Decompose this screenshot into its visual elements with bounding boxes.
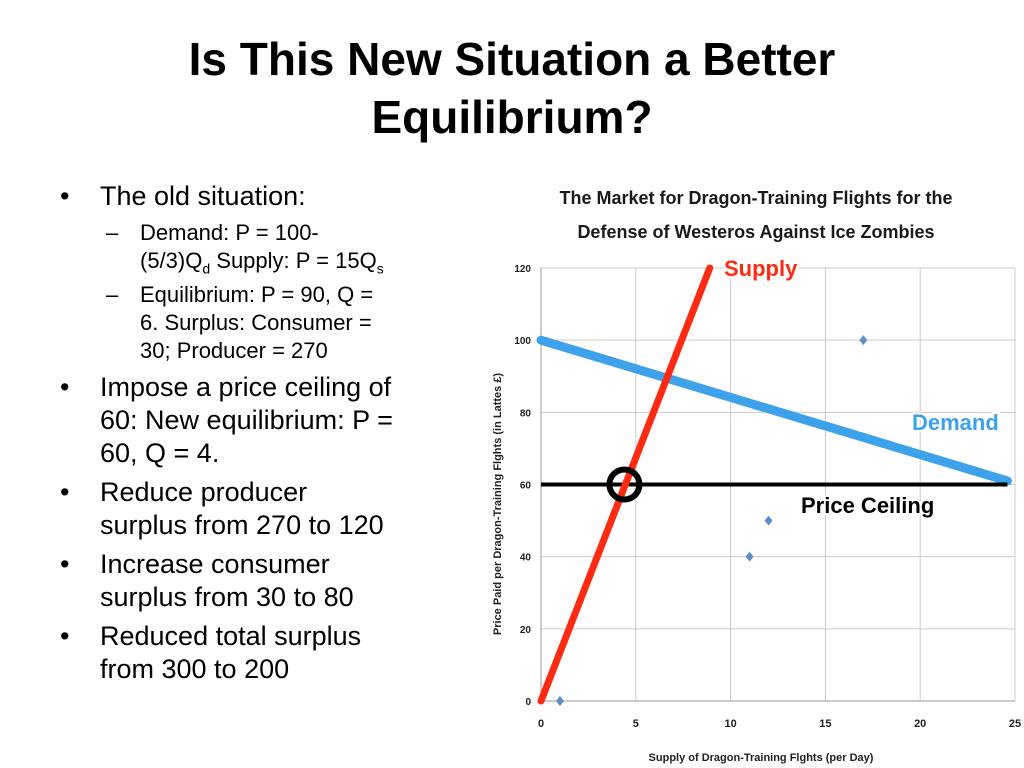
scatter-point [745,551,754,562]
x-tick-label: 20 [914,718,926,730]
y-tick-label: 60 [520,481,532,492]
bullet-line: Reduced total surplus [100,621,362,651]
chart-title-line1: The Market for Dragon-Training Flights f… [559,188,952,208]
scatter-point [859,335,868,346]
sub-bullet-dash: – [106,282,119,307]
bullet-line: 60: New equilibrium: P = [100,405,393,435]
demand-label: Demand [912,410,999,435]
y-tick-label: 120 [514,264,531,275]
series-line-demand [536,335,1012,486]
y-tick-label: 20 [520,625,532,636]
sub-bullet-line: 30; Producer = 270 [140,338,328,363]
x-tick-label: 15 [819,718,831,730]
sub-bullet-dash: – [106,220,119,245]
chart-ticks: 0 5 10 15 20 25 0 20 40 60 80 100 120 [514,264,1021,730]
market-chart: The Market for Dragon-Training Flights f… [492,188,1021,764]
y-axis-label: Price Paid per Dragon-Training Flghts (i… [492,373,504,636]
chart-labels: Supply Demand Price Ceiling [722,254,1001,520]
bullet-dot: • [60,549,70,579]
bullet-line: surplus from 270 to 120 [100,510,384,540]
x-tick-label: 5 [633,718,639,730]
chart-series [536,264,1012,705]
bullet-dot: • [60,181,70,211]
chart-scatter [555,335,868,706]
x-axis-label: Supply of Dragon-Training Flghts (per Da… [649,752,874,764]
bullet-consumer-surplus: • Increase consumer surplus from 30 to 8… [60,548,460,614]
demand-eq-text: (5/3)Q [140,248,203,273]
subscript-d: d [202,260,211,277]
bullet-price-ceiling: • Impose a price ceiling of 60: New equi… [60,371,460,470]
x-tick-label: 10 [724,718,736,730]
bullet-line: Impose a price ceiling of [100,372,392,402]
supply-eq-text: Supply: P = 15Q [210,248,377,273]
bullet-producer-surplus: • Reduce producer surplus from 270 to 12… [60,476,460,542]
bullet-text: The old situation: [100,181,306,211]
sub-bullet-line: 6. Surplus: Consumer = [140,310,372,335]
bullet-dot: • [60,477,70,507]
supply-label: Supply [724,256,798,281]
bullet-dot: • [60,621,70,651]
sub-bullet-demand-supply: – Demand: P = 100- (5/3)Qd Supply: P = 1… [60,219,460,275]
bullet-old-situation: • The old situation: [60,180,460,213]
slide-title-line2: Equilibrium? [371,91,653,143]
x-tick-label: 25 [1009,718,1021,730]
subscript-s: s [376,260,384,277]
sub-bullet-line: Equilibrium: P = 90, Q = [140,282,374,307]
slide-title: Is This New Situation a Better Equilibri… [0,30,1024,146]
bullet-list: • The old situation: – Demand: P = 100- … [60,180,460,692]
x-tick-label: 0 [538,718,544,730]
bullet-dot: • [60,372,70,402]
bullet-line: from 300 to 200 [100,654,290,684]
bullet-line: 60, Q = 4. [100,438,220,468]
scatter-point [555,696,564,706]
bullet-total-surplus: • Reduced total surplus from 300 to 200 [60,620,460,686]
y-tick-label: 0 [525,697,531,708]
slide-title-line1: Is This New Situation a Better [188,33,836,85]
y-tick-label: 100 [514,336,531,347]
chart-title-line2: Defense of Westeros Against Ice Zombies [577,222,934,242]
scatter-point [764,515,773,526]
price-ceiling-label: Price Ceiling [801,493,934,518]
y-tick-label: 40 [520,553,532,564]
bullet-line: Increase consumer [100,549,330,579]
y-tick-label: 80 [520,408,532,419]
sub-bullet-line: Demand: P = 100- [140,220,319,245]
bullet-line: surplus from 30 to 80 [100,582,354,612]
bullet-line: Reduce producer [100,477,308,507]
series-line-supply [537,264,714,705]
equilibrium-marker [606,466,643,503]
sub-bullet-equilibrium: – Equilibrium: P = 90, Q = 6. Surplus: C… [60,281,460,365]
sub-bullet-line: (5/3)Qd Supply: P = 15Qs [140,247,460,275]
